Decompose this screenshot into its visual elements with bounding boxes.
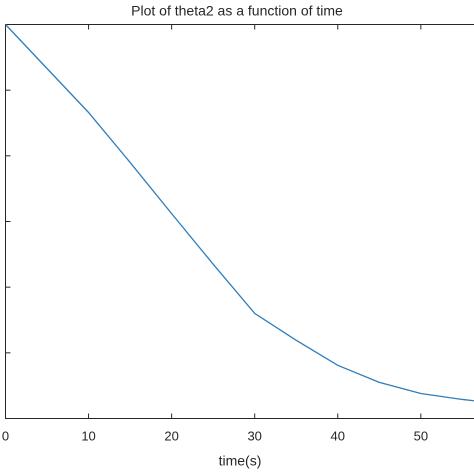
x-tick-label: 20: [164, 428, 178, 443]
chart-title: Plot of theta2 as a function of time: [131, 3, 343, 19]
x-tick-label: 50: [414, 428, 428, 443]
x-tick-label: 40: [331, 428, 345, 443]
x-axis-label: time(s): [219, 453, 262, 469]
x-tick-label: 0: [2, 428, 9, 443]
data-line: [5, 24, 474, 402]
x-tick-label: 10: [81, 428, 95, 443]
x-tick-label: 30: [247, 428, 261, 443]
